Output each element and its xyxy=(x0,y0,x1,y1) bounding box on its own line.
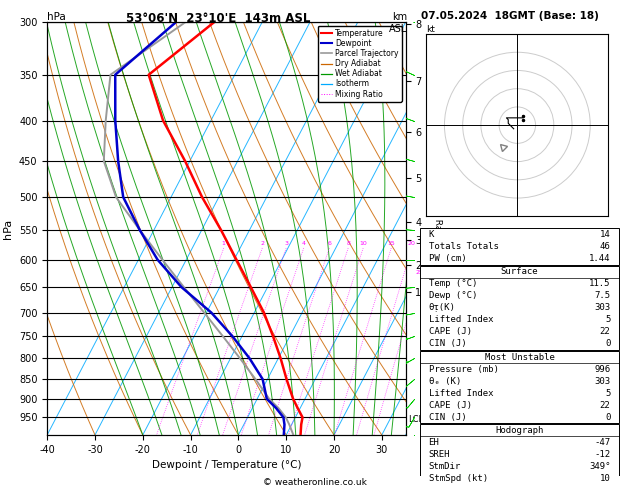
Text: 7.5: 7.5 xyxy=(594,291,611,300)
Text: LCL: LCL xyxy=(408,415,423,424)
Text: 5: 5 xyxy=(605,389,611,398)
Text: CAPE (J): CAPE (J) xyxy=(428,328,472,336)
Text: -12: -12 xyxy=(594,450,611,459)
FancyBboxPatch shape xyxy=(420,424,619,485)
Text: θₑ (K): θₑ (K) xyxy=(428,377,461,386)
Text: km
ASL: km ASL xyxy=(389,12,408,34)
Text: CAPE (J): CAPE (J) xyxy=(428,400,472,410)
Text: Surface: Surface xyxy=(501,267,538,277)
Text: -47: -47 xyxy=(594,438,611,447)
Text: 2: 2 xyxy=(260,241,264,246)
Text: 22: 22 xyxy=(599,328,611,336)
Text: 3: 3 xyxy=(284,241,288,246)
Text: Hodograph: Hodograph xyxy=(495,426,543,435)
Text: 1.44: 1.44 xyxy=(589,254,611,263)
Text: 10: 10 xyxy=(359,241,367,246)
FancyBboxPatch shape xyxy=(420,228,619,264)
Text: Pressure (mb): Pressure (mb) xyxy=(428,364,498,374)
Text: Lifted Index: Lifted Index xyxy=(428,315,493,324)
Text: CIN (J): CIN (J) xyxy=(428,413,466,422)
Text: 25: 25 xyxy=(416,270,423,275)
Text: kt: kt xyxy=(426,25,435,34)
Text: Totals Totals: Totals Totals xyxy=(428,242,498,251)
Text: 0: 0 xyxy=(605,413,611,422)
Text: 6: 6 xyxy=(327,241,331,246)
Text: 15: 15 xyxy=(387,241,395,246)
Text: StmDir: StmDir xyxy=(428,462,461,471)
Text: PW (cm): PW (cm) xyxy=(428,254,466,263)
Text: Temp (°C): Temp (°C) xyxy=(428,279,477,288)
Text: SREH: SREH xyxy=(428,450,450,459)
Text: CIN (J): CIN (J) xyxy=(428,339,466,348)
Text: 22: 22 xyxy=(599,400,611,410)
Text: 07.05.2024  18GMT (Base: 18): 07.05.2024 18GMT (Base: 18) xyxy=(421,11,599,21)
Text: 1: 1 xyxy=(222,241,226,246)
Y-axis label: Mixing Ratio (g/kg): Mixing Ratio (g/kg) xyxy=(433,186,442,271)
Text: 0: 0 xyxy=(605,339,611,348)
Text: StmSpd (kt): StmSpd (kt) xyxy=(428,474,487,483)
Text: Lifted Index: Lifted Index xyxy=(428,389,493,398)
Text: 46: 46 xyxy=(599,242,611,251)
FancyBboxPatch shape xyxy=(420,266,619,350)
Text: 349°: 349° xyxy=(589,462,611,471)
Text: 303: 303 xyxy=(594,377,611,386)
Y-axis label: hPa: hPa xyxy=(3,218,13,239)
FancyBboxPatch shape xyxy=(420,351,619,423)
Text: 20: 20 xyxy=(408,241,416,246)
Text: 4: 4 xyxy=(302,241,306,246)
Legend: Temperature, Dewpoint, Parcel Trajectory, Dry Adiabat, Wet Adiabat, Isotherm, Mi: Temperature, Dewpoint, Parcel Trajectory… xyxy=(318,26,402,102)
Text: θᴉ(K): θᴉ(K) xyxy=(428,303,455,312)
Text: K: K xyxy=(428,230,434,239)
Text: © weatheronline.co.uk: © weatheronline.co.uk xyxy=(262,478,367,486)
Text: Most Unstable: Most Unstable xyxy=(484,353,554,362)
Text: 996: 996 xyxy=(594,364,611,374)
Text: 14: 14 xyxy=(599,230,611,239)
Text: 303: 303 xyxy=(594,303,611,312)
Text: 10: 10 xyxy=(599,474,611,483)
Text: 53°06'N  23°10'E  143m ASL: 53°06'N 23°10'E 143m ASL xyxy=(126,12,310,25)
Text: Dewp (°C): Dewp (°C) xyxy=(428,291,477,300)
Text: 5: 5 xyxy=(605,315,611,324)
Text: 8: 8 xyxy=(346,241,350,246)
X-axis label: Dewpoint / Temperature (°C): Dewpoint / Temperature (°C) xyxy=(152,460,301,470)
Text: 11.5: 11.5 xyxy=(589,279,611,288)
Text: hPa: hPa xyxy=(47,12,66,22)
Text: EH: EH xyxy=(428,438,439,447)
